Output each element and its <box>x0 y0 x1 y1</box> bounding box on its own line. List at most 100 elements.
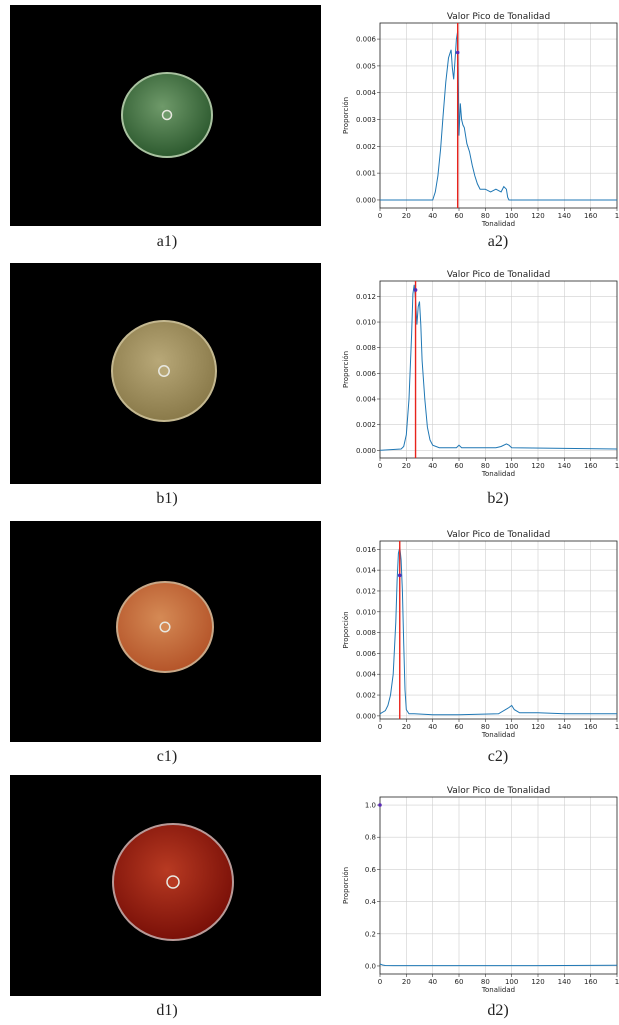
plot-frame <box>379 796 618 975</box>
x-tick-label: 80 <box>481 212 490 220</box>
x-tick-label: 160 <box>584 978 597 986</box>
x-tick-label: 140 <box>558 978 571 986</box>
x-axis-label: Tonalidad <box>481 470 515 478</box>
x-tick-label: 20 <box>402 462 411 470</box>
hue-series-line <box>379 963 618 967</box>
x-tick-label: 140 <box>558 212 571 220</box>
tomato-stem-scar <box>159 621 171 633</box>
y-tick-label: 0.000 <box>356 712 376 720</box>
tomato-photo-d1 <box>10 775 321 996</box>
tomato-photo-c1 <box>10 521 321 742</box>
caption-a2: a2) <box>487 233 509 250</box>
y-tick-label: 0.005 <box>356 62 376 70</box>
chart-title: Valor Pico de Tonalidad <box>447 786 550 796</box>
caption-d1: d1) <box>156 1002 178 1019</box>
peak-marker <box>378 803 382 807</box>
x-tick-label: 100 <box>505 212 518 220</box>
x-tick-label: 120 <box>531 978 544 986</box>
chart-a2-svg: Valor Pico de Tonalidad 0.000 0.001 0.002 0.… <box>342 12 619 228</box>
x-tick-label: 20 <box>402 723 411 731</box>
peak-marker <box>397 573 402 578</box>
x-tick-label: 160 <box>584 462 597 470</box>
hue-peak-chart-d2: Valor Pico de Tonalidad 0.0 0.2 0.4 0.6 0.8 1.… <box>340 784 619 996</box>
x-tick-label: 100 <box>505 462 518 470</box>
x-tick-label: 80 <box>481 462 490 470</box>
x-tick-label: 1 <box>615 462 619 470</box>
x-tick-label: 140 <box>558 723 571 731</box>
y-tick-label: 0.006 <box>356 36 377 44</box>
y-tick-label: 0.008 <box>356 344 376 352</box>
caption-b2: b2) <box>487 490 509 507</box>
hue-series-line <box>379 284 618 451</box>
x-tick-label: 120 <box>531 212 544 220</box>
x-tick-label: 60 <box>455 212 464 220</box>
y-tick-label: 0.012 <box>356 293 376 301</box>
x-tick-label: 40 <box>428 212 437 220</box>
y-tick-label: 0.2 <box>365 930 376 938</box>
y-tick-label: 0.002 <box>356 143 376 151</box>
y-tick-label: 0.014 <box>356 567 377 575</box>
x-tick-label: 80 <box>481 978 490 986</box>
x-tick-label: 1 <box>615 978 619 986</box>
hue-series-line <box>380 30 617 201</box>
x-tick-label: 20 <box>402 978 411 986</box>
x-tick-label: 140 <box>558 462 571 470</box>
y-tick-label: 0.006 <box>356 370 377 378</box>
caption-d2: d2) <box>487 1002 509 1019</box>
y-tick-label: 0.6 <box>365 866 377 874</box>
x-tick-label: 40 <box>428 723 437 731</box>
x-axis-label: Tonalidad <box>481 220 515 228</box>
y-axis-label: Proporción <box>342 97 350 134</box>
y-tick-label: 0.012 <box>356 587 376 595</box>
y-tick-label: 0.004 <box>356 396 377 404</box>
y-tick-label: 1.0 <box>365 802 376 810</box>
x-tick-label: 60 <box>455 723 464 731</box>
tomato-c1-drawing <box>116 581 214 673</box>
y-tick-label: 0.002 <box>356 421 376 429</box>
y-tick-label: 0.000 <box>356 447 376 455</box>
tomato-b1-drawing <box>111 320 217 422</box>
x-tick-label: 120 <box>531 462 544 470</box>
peak-marker <box>455 50 460 55</box>
x-tick-label: 60 <box>455 462 464 470</box>
x-tick-label: 160 <box>584 212 597 220</box>
x-axis-label: Tonalidad <box>481 986 515 994</box>
tomato-stem-scar <box>158 365 170 377</box>
plot-frame <box>379 540 618 720</box>
x-tick-label: 1 <box>615 723 619 731</box>
caption-c2: c2) <box>487 748 509 765</box>
peak-marker <box>413 288 418 292</box>
y-tick-label: 0.003 <box>356 116 376 124</box>
x-axis-label: Tonalidad <box>481 731 515 739</box>
tomato-a1-drawing <box>121 72 213 158</box>
y-tick-label: 0.0 <box>365 962 376 970</box>
y-tick-label: 0.008 <box>356 629 376 637</box>
chart-title: Valor Pico de Tonalidad <box>447 270 550 280</box>
tomato-photo-a1 <box>10 5 321 226</box>
tomato-stem-scar <box>166 875 180 889</box>
x-tick-label: 1 <box>615 212 619 220</box>
x-tick-label: 120 <box>531 723 544 731</box>
x-tick-label: 40 <box>428 462 437 470</box>
x-tick-label: 160 <box>584 723 597 731</box>
y-tick-label: 0.004 <box>356 89 377 97</box>
chart-c2-svg: Valor Pico de Tonalidad 0.000 0.002 0.004 0.… <box>342 530 619 739</box>
tomato-d1-drawing <box>112 823 234 941</box>
y-axis-label: Proporción <box>342 611 350 648</box>
x-tick-label: 20 <box>402 212 411 220</box>
chart-b2-svg: Valor Pico de Tonalidad 0.000 0.002 0.004 0.… <box>342 270 619 478</box>
caption-a1: a1) <box>156 233 178 250</box>
caption-c1: c1) <box>156 748 178 765</box>
hue-peak-chart-c2: Valor Pico de Tonalidad 0.000 0.002 0.004 0.… <box>340 528 619 741</box>
y-axis-label: Proporción <box>342 867 350 904</box>
chart-title: Valor Pico de Tonalidad <box>447 12 550 22</box>
y-tick-label: 0.010 <box>356 608 376 616</box>
x-tick-label: 100 <box>505 978 518 986</box>
y-axis-label: Proporción <box>342 351 350 388</box>
plot-frame <box>379 280 618 459</box>
x-tick-label: 100 <box>505 723 518 731</box>
x-tick-label: 80 <box>481 723 490 731</box>
hue-peak-chart-b2: Valor Pico de Tonalidad 0.000 0.002 0.004 0.… <box>340 268 619 480</box>
x-tick-label: 60 <box>455 978 464 986</box>
y-tick-label: 0.001 <box>356 170 376 178</box>
